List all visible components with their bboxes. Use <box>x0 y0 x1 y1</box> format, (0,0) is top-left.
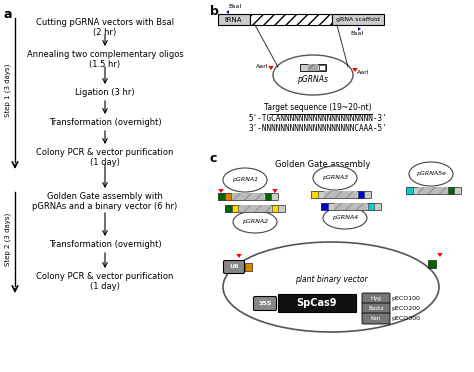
Text: SpCas9: SpCas9 <box>297 298 337 308</box>
Text: gRNA scaffold: gRNA scaffold <box>336 17 380 22</box>
Text: pGRNA2: pGRNA2 <box>242 219 268 224</box>
Polygon shape <box>226 10 229 14</box>
Polygon shape <box>268 66 274 70</box>
Bar <box>278 294 356 312</box>
Bar <box>406 187 461 194</box>
Text: Golden Gate assembly: Golden Gate assembly <box>275 160 371 169</box>
Ellipse shape <box>223 242 439 332</box>
Text: b: b <box>210 5 219 18</box>
Ellipse shape <box>323 207 367 229</box>
Text: Cutting pGRNA vectors with BsaI
(2 hr): Cutting pGRNA vectors with BsaI (2 hr) <box>36 18 174 38</box>
Text: Transformation (overnight): Transformation (overnight) <box>49 240 161 249</box>
Text: Target sequence (19~20-nt): Target sequence (19~20-nt) <box>264 103 372 112</box>
Text: pGRNA4: pGRNA4 <box>332 215 358 221</box>
Ellipse shape <box>409 162 453 186</box>
Bar <box>321 203 328 210</box>
Text: Step 1 (3 days): Step 1 (3 days) <box>4 63 11 117</box>
Bar <box>321 203 381 210</box>
Text: pECO200: pECO200 <box>391 306 420 311</box>
Polygon shape <box>218 189 224 193</box>
Bar <box>218 14 250 25</box>
Bar <box>232 205 238 212</box>
Bar <box>231 193 264 200</box>
Ellipse shape <box>313 166 357 190</box>
Text: Transformation (overnight): Transformation (overnight) <box>49 118 161 127</box>
Polygon shape <box>352 68 358 72</box>
Bar <box>406 187 413 194</box>
FancyBboxPatch shape <box>362 293 390 304</box>
Bar <box>368 203 374 210</box>
Text: plant binary vector: plant binary vector <box>295 275 367 283</box>
Bar <box>272 205 278 212</box>
Bar <box>238 205 271 212</box>
Bar <box>218 193 278 200</box>
Polygon shape <box>437 253 443 257</box>
Bar <box>225 205 232 212</box>
Text: pECO300: pECO300 <box>391 316 420 321</box>
Text: BsaI: BsaI <box>228 4 241 9</box>
Text: Basta: Basta <box>368 306 384 311</box>
Polygon shape <box>272 189 278 193</box>
Ellipse shape <box>233 211 277 233</box>
Text: pGRNAs: pGRNAs <box>298 76 328 84</box>
Text: c: c <box>210 152 218 165</box>
Text: Step 2 (3 days): Step 2 (3 days) <box>4 212 11 266</box>
Bar <box>250 14 332 25</box>
Text: pGRNA3: pGRNA3 <box>322 176 348 180</box>
Text: pECO100: pECO100 <box>391 296 420 301</box>
FancyBboxPatch shape <box>254 296 276 311</box>
Text: pGRNA1: pGRNA1 <box>232 177 258 183</box>
Bar <box>334 203 367 210</box>
Text: pGRNA5e: pGRNA5e <box>416 171 446 176</box>
Bar <box>332 14 384 25</box>
Text: tRNA: tRNA <box>225 16 243 22</box>
Text: Colony PCR & vector purification
(1 day): Colony PCR & vector purification (1 day) <box>36 148 173 167</box>
Text: AarI: AarI <box>256 64 269 69</box>
Polygon shape <box>236 254 242 258</box>
Text: 35S: 35S <box>258 301 272 306</box>
Bar <box>319 65 325 70</box>
Bar <box>311 191 318 198</box>
Bar <box>448 187 454 194</box>
Text: Annealing two complementary oligos
(1.5 hr): Annealing two complementary oligos (1.5 … <box>27 50 183 70</box>
Text: 3'-NNNNNNNNNNNNNNNNNNNNCAAA-5': 3'-NNNNNNNNNNNNNNNNNNNNCAAA-5' <box>249 124 387 133</box>
FancyBboxPatch shape <box>362 303 390 314</box>
Bar <box>324 191 357 198</box>
Text: BsaI: BsaI <box>350 31 363 36</box>
Text: Colony PCR & vector purification
(1 day): Colony PCR & vector purification (1 day) <box>36 272 173 291</box>
FancyBboxPatch shape <box>224 260 245 273</box>
Polygon shape <box>358 27 361 31</box>
FancyBboxPatch shape <box>362 313 390 324</box>
Ellipse shape <box>273 55 353 95</box>
Bar <box>218 193 225 200</box>
Bar <box>245 263 252 271</box>
Bar <box>308 64 318 71</box>
Text: Golden Gate assembly with
pGRNAs and a binary vector (6 hr): Golden Gate assembly with pGRNAs and a b… <box>32 192 178 211</box>
Bar <box>311 191 371 198</box>
Text: U6: U6 <box>229 264 239 269</box>
Bar <box>418 187 448 194</box>
Bar <box>300 64 326 71</box>
Bar <box>358 191 364 198</box>
Ellipse shape <box>223 168 267 192</box>
Text: AarI: AarI <box>357 70 370 75</box>
Text: Kan: Kan <box>371 316 381 321</box>
Text: Hyg: Hyg <box>371 296 382 301</box>
Text: a: a <box>4 8 12 21</box>
Bar <box>225 193 231 200</box>
Bar <box>225 205 285 212</box>
Text: Ligation (3 hr): Ligation (3 hr) <box>75 88 135 97</box>
Bar <box>265 193 271 200</box>
Text: 5'-TGCANNNNNNNNNNNNNNNNNNNN-3': 5'-TGCANNNNNNNNNNNNNNNNNNNN-3' <box>249 114 387 123</box>
Bar <box>428 260 436 268</box>
